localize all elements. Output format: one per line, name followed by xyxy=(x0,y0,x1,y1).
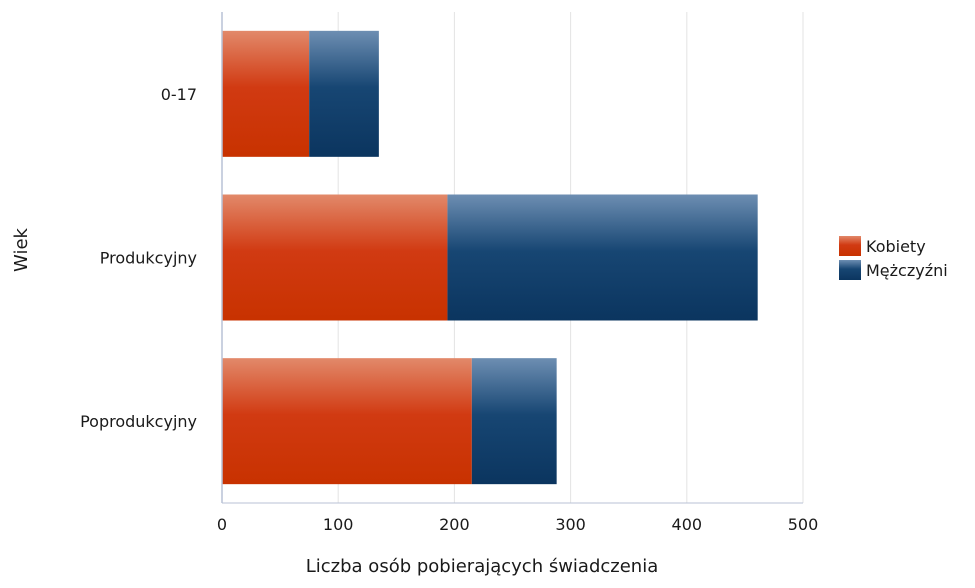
x-tick-label: 0 xyxy=(217,515,227,534)
legend-label-0: Kobiety xyxy=(866,237,926,256)
bar-mężczyźni-1[interactable] xyxy=(447,194,758,321)
x-tick-label: 500 xyxy=(788,515,819,534)
y-axis-title: Wiek xyxy=(11,227,32,271)
x-tick-label: 100 xyxy=(323,515,354,534)
y-tick-label: Poprodukcyjny xyxy=(80,412,197,431)
x-tick-label: 300 xyxy=(555,515,586,534)
x-axis-title: Liczba osób pobierających świadczenia xyxy=(306,556,659,577)
legend: Kobiety Mężczyźni xyxy=(839,236,948,280)
legend-swatch-0 xyxy=(839,236,861,256)
bar-kobiety-2[interactable] xyxy=(222,358,472,485)
x-tick-label: 400 xyxy=(672,515,703,534)
axes: 0 100 200 300 400 500 0-17 Produkcyjny Poprodukc… xyxy=(80,12,818,534)
bar-kobiety-0[interactable] xyxy=(222,30,310,157)
bar-mężczyźni-0[interactable] xyxy=(309,30,379,157)
legend-label-1: Mężczyźni xyxy=(866,261,948,280)
bar-mężczyźni-2[interactable] xyxy=(471,358,557,485)
bar-kobiety-1[interactable] xyxy=(222,194,448,321)
y-tick-label: Produkcyjny xyxy=(100,249,197,268)
x-tick-label: 200 xyxy=(439,515,470,534)
y-tick-label: 0-17 xyxy=(161,85,197,104)
legend-swatch-1 xyxy=(839,260,861,280)
bars xyxy=(222,30,758,485)
